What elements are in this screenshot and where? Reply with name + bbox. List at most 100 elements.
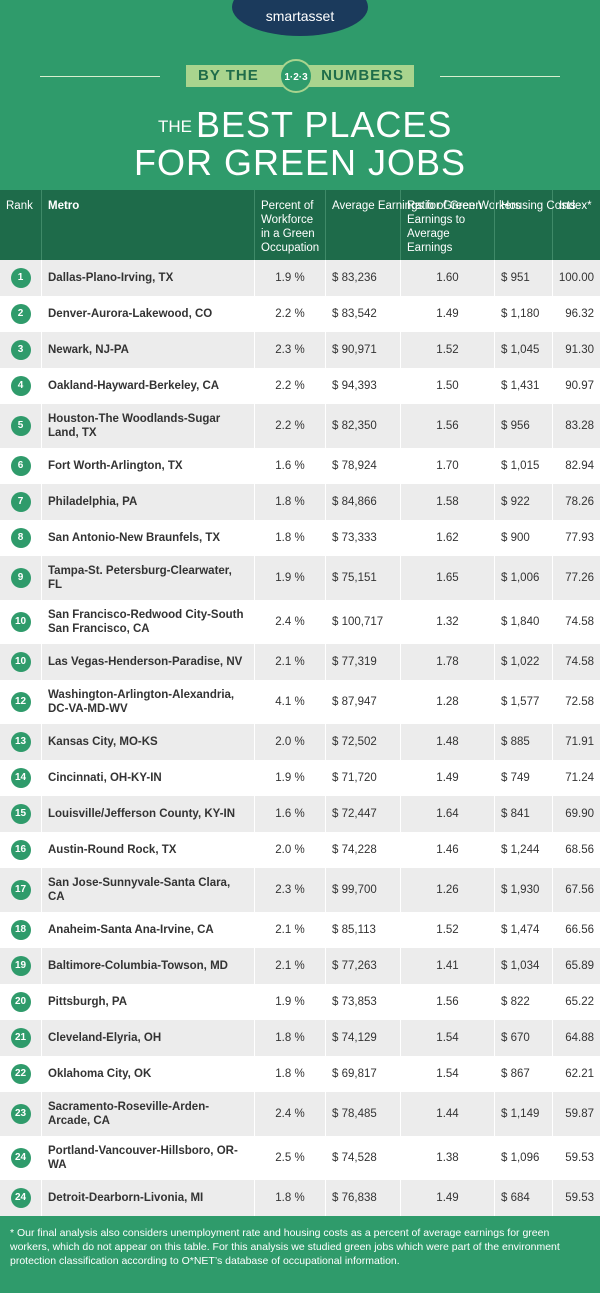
table-cell: 59.87 xyxy=(565,1108,594,1120)
rank-cell: 24 xyxy=(0,1136,42,1180)
rank-cell: 9 xyxy=(0,556,42,600)
banner: BY THE 1·2·3 NUMBERS xyxy=(0,59,600,93)
table-cell: $ 1,022 xyxy=(495,644,553,680)
table-cell: 1.50 xyxy=(401,368,495,404)
table-cell: $ 1,045 xyxy=(495,332,553,368)
table-cell: $ 74,129 xyxy=(326,1020,401,1056)
table-cell: 2.1 % xyxy=(255,948,326,984)
table-cell: 1.58 xyxy=(401,484,495,520)
rule xyxy=(440,76,560,77)
rank-badge: 9 xyxy=(10,568,31,588)
table-cell: $ 1,006 xyxy=(495,556,553,600)
rank-badge: 2 xyxy=(10,304,31,324)
table-cell: Louisville/Jefferson County, KY-IN xyxy=(42,796,255,832)
table-cell: $ 72,447 xyxy=(326,796,401,832)
table-cell: 1.56 xyxy=(401,404,495,448)
table-cell: 2.0 % xyxy=(255,724,326,760)
table-row: 14 Cincinnati, OH-KY-IN 1.9 % $ 71,720 1.49 $… xyxy=(0,760,600,796)
rank-badge: 14 xyxy=(10,768,31,788)
rank-badge: 8 xyxy=(10,528,31,548)
table-cell: $ 78,485 xyxy=(326,1092,401,1136)
table-cell: $ 83,542 xyxy=(326,296,401,332)
rank-badge: 18 xyxy=(10,920,31,940)
table-cell: 77.26 xyxy=(565,572,594,584)
table-cell: $ 90,971 xyxy=(326,332,401,368)
rank-badge: 12 xyxy=(10,692,31,712)
table-cell: Houston-The Woodlands-Sugar Land, TX xyxy=(42,404,255,448)
table-cell: 2.1 % xyxy=(255,912,326,948)
table-row: 19 Baltimore-Columbia-Towson, MD 2.1 % $ 77… xyxy=(0,948,600,984)
table-cell: 66.56 xyxy=(565,924,594,936)
table-cell: $ 73,333 xyxy=(326,520,401,556)
table-cell: 2.1 % xyxy=(255,644,326,680)
table-cell: 1.54 xyxy=(401,1020,495,1056)
table-cell: $ 71,720 xyxy=(326,760,401,796)
rank-cell: 6 xyxy=(0,448,42,484)
table-row: 23 Sacramento-Roseville-Arden-Arcade, CA 2… xyxy=(0,1092,600,1136)
table-cell: $ 99,700 xyxy=(326,868,401,912)
table-row: 3 Newark, NJ-PA 2.3 % $ 90,971 1.52 $ 1,045 91… xyxy=(0,332,600,368)
table-cell: 1.38 xyxy=(401,1136,495,1180)
table-cell: Fort Worth-Arlington, TX xyxy=(42,448,255,484)
table-cell: 1.32 xyxy=(401,600,495,644)
table-cell: 68.56 xyxy=(565,844,594,856)
table-cell: 1.26 xyxy=(401,868,495,912)
table-cell: 4.1 % xyxy=(255,680,326,724)
table-cell: 1.62 xyxy=(401,520,495,556)
table-row: 4 Oakland-Hayward-Berkeley, CA 2.2 % $ 94,3… xyxy=(0,368,600,404)
table-cell: $ 1,180 xyxy=(495,296,553,332)
table-cell: 74.58 xyxy=(565,616,594,628)
table-cell: $ 1,034 xyxy=(495,948,553,984)
table-cell: Philadelphia, PA xyxy=(42,484,255,520)
table-cell: $ 75,151 xyxy=(326,556,401,600)
table-row: 24 Portland-Vancouver-Hillsboro, OR-WA 2.5… xyxy=(0,1136,600,1180)
rank-badge: 13 xyxy=(10,732,31,752)
table-cell: 2.5 % xyxy=(255,1136,326,1180)
table-cell: 1.64 xyxy=(401,796,495,832)
column-header: Metro xyxy=(42,190,255,260)
table-cell: 1.49 xyxy=(401,760,495,796)
header: smartasset BY THE 1·2·3 NUMBERS THE BEST… xyxy=(0,0,600,190)
rank-cell: 10 xyxy=(0,600,42,644)
table-cell: $ 77,319 xyxy=(326,644,401,680)
rank-cell: 23 xyxy=(0,1092,42,1136)
rank-badge: 10 xyxy=(10,612,31,632)
rank-cell: 13 xyxy=(0,724,42,760)
rank-cell: 20 xyxy=(0,984,42,1020)
table-cell: 71.24 xyxy=(565,772,594,784)
badge: 1·2·3 xyxy=(279,59,313,93)
table-cell: $ 76,838 xyxy=(326,1180,401,1216)
table-cell: 1.70 xyxy=(401,448,495,484)
table-row: 13 Kansas City, MO-KS 2.0 % $ 72,502 1.48 $ 8… xyxy=(0,724,600,760)
table-cell: 1.52 xyxy=(401,912,495,948)
table-cell: $ 900 xyxy=(495,520,553,556)
rank-cell: 10 xyxy=(0,644,42,680)
table-cell: 64.88 xyxy=(565,1032,594,1044)
table: Rank Metro Percent of Workforce in a Green… xyxy=(0,190,600,1216)
table-cell: Kansas City, MO-KS xyxy=(42,724,255,760)
table-cell: 1.44 xyxy=(401,1092,495,1136)
table-cell: Oakland-Hayward-Berkeley, CA xyxy=(42,368,255,404)
table-row: 15 Louisville/Jefferson County, KY-IN 1.6 … xyxy=(0,796,600,832)
table-cell: $ 841 xyxy=(495,796,553,832)
table-row: 10 San Francisco-Redwood City-South San F… xyxy=(0,600,600,644)
table-cell: $ 956 xyxy=(495,404,553,448)
table-cell: 2.2 % xyxy=(255,368,326,404)
table-cell: 2.3 % xyxy=(255,332,326,368)
table-cell: 59.53 xyxy=(565,1152,594,1164)
logo: smartasset xyxy=(232,0,368,36)
table-cell: Baltimore-Columbia-Towson, MD xyxy=(42,948,255,984)
title: FOR GREEN JOBS xyxy=(133,142,467,183)
table-cell: $ 84,866 xyxy=(326,484,401,520)
table-cell: Tampa-St. Petersburg-Clearwater, FL xyxy=(42,556,255,600)
table-cell: Newark, NJ-PA xyxy=(42,332,255,368)
table-cell: 82.94 xyxy=(565,460,594,472)
table-cell: Washington-Arlington-Alexandria, DC-VA-M… xyxy=(42,680,255,724)
rank-cell: 2 xyxy=(0,296,42,332)
page: smartasset BY THE 1·2·3 NUMBERS THE BEST… xyxy=(0,0,600,1267)
table-cell: San Francisco-Redwood City-South San Fra… xyxy=(42,600,255,644)
table-cell: Oklahoma City, OK xyxy=(42,1056,255,1092)
title: BEST PLACES xyxy=(196,104,453,145)
table-cell: 1.9 % xyxy=(255,984,326,1020)
table-cell: 1.49 xyxy=(401,296,495,332)
